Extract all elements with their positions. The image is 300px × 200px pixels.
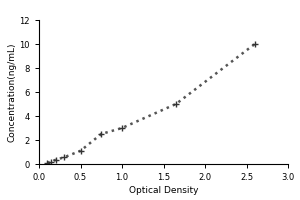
X-axis label: Optical Density: Optical Density <box>129 186 198 195</box>
Y-axis label: Concentration(ng/mL): Concentration(ng/mL) <box>8 42 17 142</box>
